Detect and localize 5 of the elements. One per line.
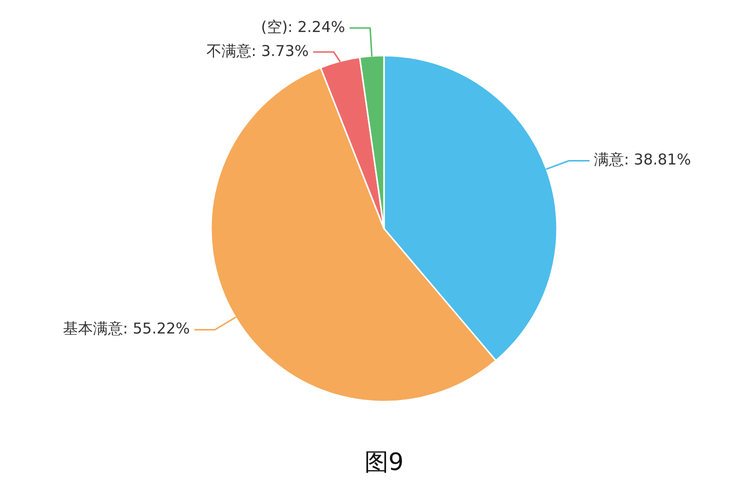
slice-label: 基本满意: 55.22% [62,320,190,338]
slice-label: (空): 2.24% [260,18,346,36]
slice-label: 不满意: 3.73% [206,42,309,60]
text: 图9 [364,448,404,476]
slice-label: 满意: 38.81% [594,150,691,169]
